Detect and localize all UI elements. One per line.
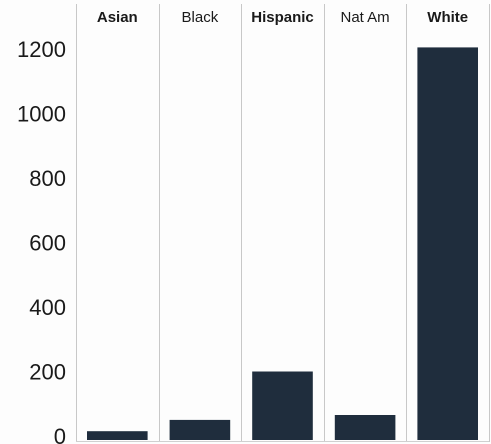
bars — [87, 47, 478, 441]
category-label-hispanic: Hispanic — [251, 9, 314, 26]
y-tick-label: 1000 — [17, 102, 66, 127]
bar-asian — [87, 431, 148, 440]
y-tick-label: 600 — [29, 231, 66, 256]
category-label-white: White — [427, 9, 468, 26]
y-axis-ticks: 0 200 400 600 800 1000 1200 — [17, 37, 66, 444]
y-tick-label: 800 — [29, 166, 66, 191]
category-label-asian: Asian — [97, 9, 138, 26]
panel-dividers — [76, 4, 490, 442]
category-label-black: Black — [182, 9, 219, 26]
category-label-nat-am: Nat Am — [341, 9, 390, 26]
category-labels: Asian Black Hispanic Nat Am White — [97, 9, 468, 26]
bar-nat-am — [334, 415, 396, 440]
bar-hispanic — [252, 371, 313, 440]
bar-black — [169, 419, 231, 440]
y-tick-label: 0 — [54, 424, 66, 444]
bar-white — [417, 47, 478, 441]
y-tick-label: 200 — [29, 360, 66, 385]
y-tick-label: 1200 — [17, 37, 66, 62]
y-tick-label: 400 — [29, 295, 66, 320]
